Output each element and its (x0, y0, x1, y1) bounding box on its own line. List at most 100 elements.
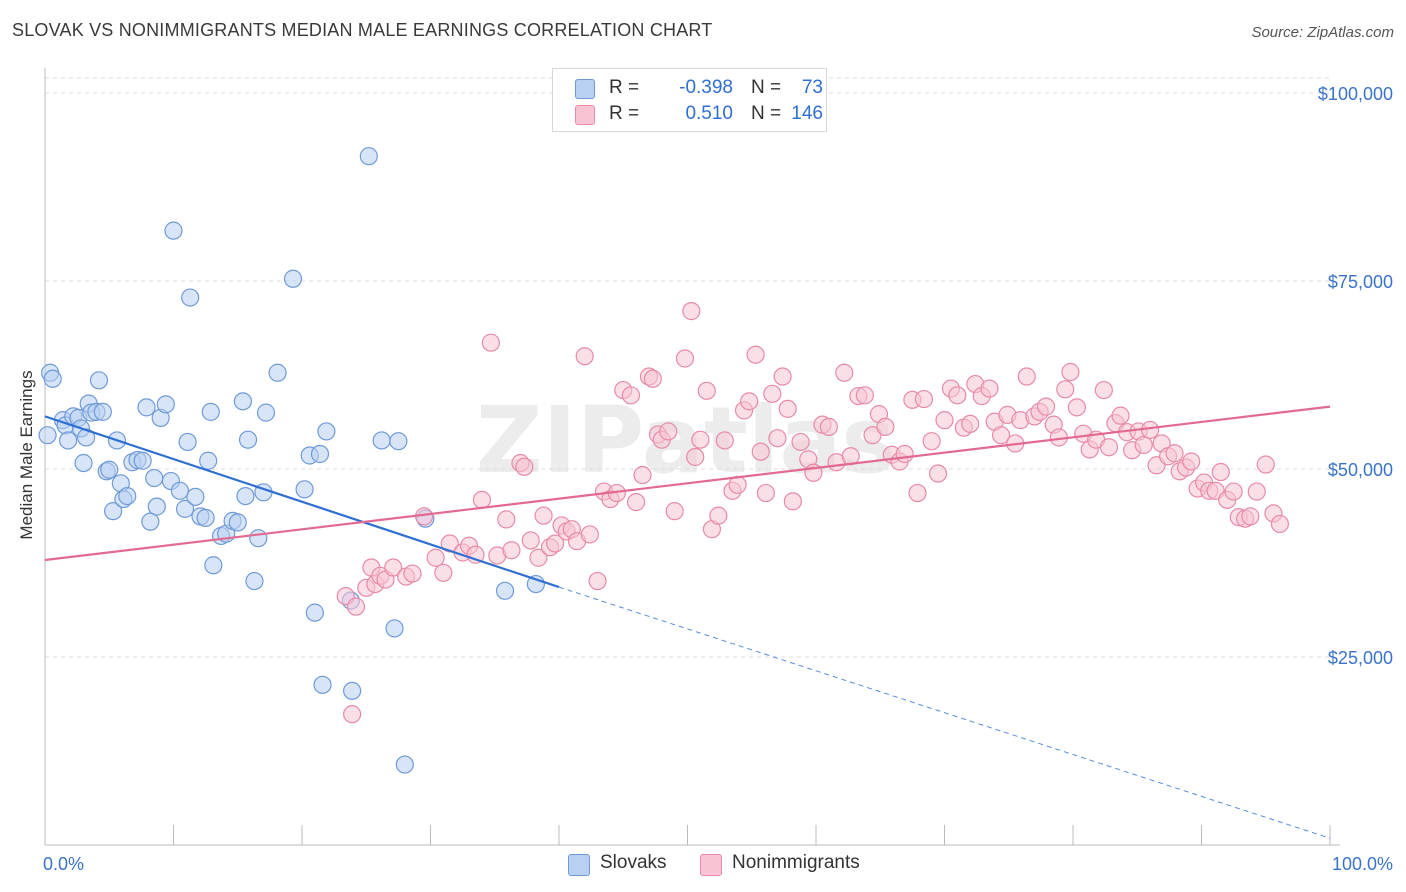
point-slovaks (145, 468, 164, 488)
point-slovaks (156, 395, 175, 414)
point-nonimmigrants (697, 381, 716, 400)
point-nonimmigrants (1140, 420, 1160, 440)
point-slovaks (196, 508, 215, 527)
point-nonimmigrants (740, 392, 759, 411)
point-slovaks (133, 451, 152, 470)
point-nonimmigrants (855, 386, 874, 405)
point-nonimmigrants (1061, 362, 1080, 382)
point-nonimmigrants (575, 347, 594, 366)
point-nonimmigrants (1067, 398, 1086, 417)
point-nonimmigrants (773, 367, 792, 386)
point-slovaks (147, 497, 166, 516)
point-nonimmigrants (626, 493, 646, 512)
point-nonimmigrants (588, 571, 607, 591)
point-slovaks (283, 269, 303, 288)
point-slovaks (256, 403, 276, 422)
point-nonimmigrants (1256, 455, 1275, 474)
point-nonimmigrants (481, 333, 500, 352)
chart-title: SLOVAK VS NONIMMIGRANTS MEDIAN MALE EARN… (12, 20, 713, 40)
point-slovaks (164, 221, 183, 240)
legend-label-nonimmigrants: Nonimmigrants (732, 852, 860, 873)
point-nonimmigrants (1182, 452, 1201, 471)
point-nonimmigrants (1111, 406, 1130, 425)
x-tick-label-end: 100.0% (1332, 854, 1393, 874)
point-nonimmigrants (621, 386, 641, 405)
point-nonimmigrants (546, 534, 565, 553)
point-nonimmigrants (863, 426, 882, 445)
point-nonimmigrants (1241, 507, 1260, 526)
trend-line-slovaks-extension (558, 586, 1331, 839)
point-slovaks (245, 571, 264, 591)
point-nonimmigrants (763, 384, 782, 403)
point-slovaks (204, 556, 223, 575)
point-nonimmigrants (472, 490, 491, 509)
point-nonimmigrants (665, 502, 684, 521)
point-nonimmigrants (961, 414, 980, 434)
y-axis-label: Median Male Earnings (17, 370, 36, 539)
point-nonimmigrants (895, 444, 914, 464)
point-nonimmigrants (715, 431, 734, 450)
point-slovaks (343, 681, 362, 700)
point-nonimmigrants (1036, 397, 1056, 416)
legend-swatch-nonimmigrants (575, 105, 595, 125)
point-nonimmigrants (783, 492, 802, 511)
x-tick-label-start: 0.0% (43, 854, 84, 874)
point-slovaks (305, 603, 324, 622)
y-tick-label: $50,000 (1328, 460, 1393, 480)
watermark: ZIPatlas (476, 387, 896, 494)
point-nonimmigrants (935, 411, 954, 430)
point-nonimmigrants (1056, 380, 1075, 399)
point-nonimmigrants (746, 345, 765, 364)
point-nonimmigrants (709, 506, 728, 525)
point-nonimmigrants (768, 429, 787, 448)
point-nonimmigrants (675, 349, 695, 368)
point-nonimmigrants (1211, 462, 1230, 482)
point-nonimmigrants (756, 483, 775, 503)
point-slovaks (395, 755, 414, 774)
point-nonimmigrants (384, 558, 403, 577)
point-nonimmigrants (991, 426, 1011, 445)
point-nonimmigrants (1094, 380, 1113, 400)
point-slovaks (295, 480, 314, 499)
point-slovaks (186, 487, 205, 506)
legend-label-slovaks: Slovaks (600, 852, 667, 873)
point-slovaks (385, 619, 404, 638)
point-slovaks (495, 581, 515, 600)
point-nonimmigrants (778, 399, 797, 418)
point-slovaks (141, 512, 160, 531)
legend-r-value: 0.510 (685, 103, 733, 124)
correlation-legend: R = -0.398 N = 73 R = 0.510 N = 146 (552, 68, 827, 132)
axes (44, 68, 1340, 846)
legend-swatch-slovaks (568, 854, 590, 876)
point-nonimmigrants (751, 442, 770, 461)
point-nonimmigrants (682, 302, 701, 321)
legend-r-value: -0.398 (679, 77, 733, 98)
point-slovaks (317, 422, 336, 441)
point-slovaks (178, 432, 197, 452)
point-slovaks (199, 451, 218, 470)
point-nonimmigrants (343, 705, 362, 724)
legend-n-value: 146 (791, 103, 823, 124)
point-slovaks (89, 371, 109, 390)
point-slovaks (313, 675, 332, 694)
point-slovaks (228, 513, 247, 532)
point-slovaks (372, 431, 391, 450)
point-nonimmigrants (928, 464, 948, 483)
point-slovaks (59, 431, 78, 450)
point-nonimmigrants (1134, 435, 1153, 455)
point-nonimmigrants (534, 506, 553, 525)
point-nonimmigrants (643, 369, 662, 388)
point-slovaks (38, 426, 57, 445)
point-slovaks (74, 453, 93, 473)
point-nonimmigrants (502, 541, 521, 560)
point-nonimmigrants (686, 447, 705, 467)
y-tick-label: $100,000 (1318, 84, 1393, 104)
point-slovaks (359, 147, 378, 166)
point-nonimmigrants (1017, 367, 1036, 386)
point-nonimmigrants (1165, 444, 1184, 463)
point-slovaks (238, 430, 258, 449)
point-slovaks (389, 432, 408, 451)
point-slovaks (100, 460, 119, 479)
trend-line-nonimmigrants (44, 405, 1331, 562)
